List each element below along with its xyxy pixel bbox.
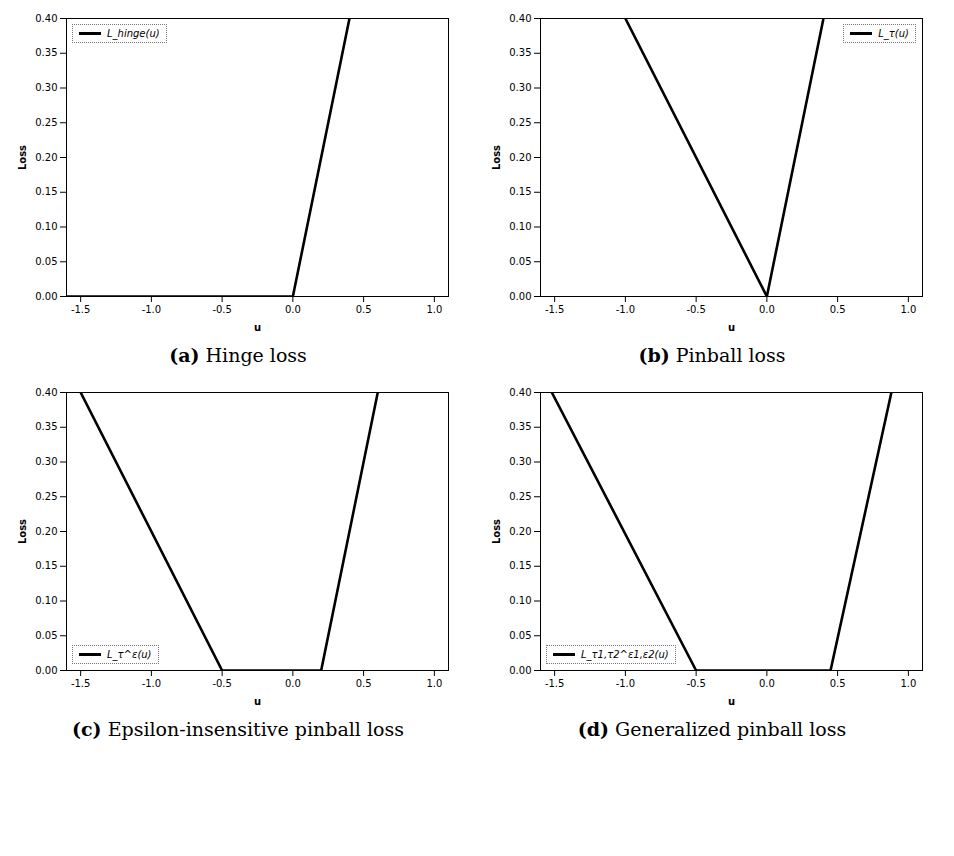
svg-text:-1.0: -1.0 [616, 678, 636, 689]
svg-text:0.0: 0.0 [759, 678, 775, 689]
svg-text:0.05: 0.05 [35, 256, 57, 267]
html-text:L_τ1,τ2^ε1,ε2(u): L_τ1,τ2^ε1,ε2(u) [581, 649, 669, 660]
svg-text:u: u [254, 322, 261, 333]
svg-text:0.15: 0.15 [509, 560, 531, 571]
html-text:L_hinge(u): L_hinge(u) [107, 28, 160, 39]
svg-text:u: u [728, 322, 735, 333]
svg-text:0.30: 0.30 [509, 456, 531, 467]
svg-text:0.5: 0.5 [356, 304, 372, 315]
svg-text:0.40: 0.40 [509, 387, 531, 398]
svg-text:-0.5: -0.5 [686, 678, 706, 689]
svg-text:0.10: 0.10 [509, 595, 531, 606]
svg-text:0.0: 0.0 [285, 678, 301, 689]
svg-text:0.10: 0.10 [35, 221, 57, 232]
svg-text:Loss: Loss [17, 145, 28, 170]
svg-text:Loss: Loss [491, 145, 502, 170]
svg-text:0.40: 0.40 [35, 13, 57, 24]
svg-text:0.5: 0.5 [356, 678, 372, 689]
svg-text:0.35: 0.35 [509, 47, 531, 58]
svg-text:0.20: 0.20 [35, 526, 57, 537]
svg-text:0.40: 0.40 [35, 387, 57, 398]
svg-text:-1.0: -1.0 [616, 304, 636, 315]
html-text:L_τ(u): L_τ(u) [878, 28, 909, 39]
svg-text:1.0: 1.0 [426, 304, 442, 315]
svg-text:0.30: 0.30 [509, 82, 531, 93]
svg-text:0.0: 0.0 [285, 304, 301, 315]
svg-text:0.05: 0.05 [509, 256, 531, 267]
svg-text:0.05: 0.05 [509, 630, 531, 641]
svg-text:-1.5: -1.5 [71, 304, 91, 315]
svg-text:0.10: 0.10 [35, 595, 57, 606]
svg-text:0.15: 0.15 [35, 560, 57, 571]
svg-text:0.25: 0.25 [509, 491, 531, 502]
svg-text:0.00: 0.00 [509, 665, 531, 676]
svg-text:Loss: Loss [491, 519, 502, 544]
svg-text:-0.5: -0.5 [212, 678, 232, 689]
svg-text:0.5: 0.5 [830, 678, 846, 689]
html-text:(b) Pinball loss: (b) Pinball loss [638, 344, 786, 366]
svg-text:0.20: 0.20 [509, 526, 531, 537]
svg-text:u: u [728, 696, 735, 707]
svg-text:0.40: 0.40 [509, 13, 531, 24]
svg-text:0.0: 0.0 [759, 304, 775, 315]
svg-text:0.30: 0.30 [35, 456, 57, 467]
svg-text:0.15: 0.15 [509, 186, 531, 197]
svg-text:1.0: 1.0 [426, 678, 442, 689]
svg-text:u: u [254, 696, 261, 707]
svg-text:0.00: 0.00 [35, 291, 57, 302]
svg-text:-0.5: -0.5 [212, 304, 232, 315]
svg-text:0.25: 0.25 [35, 117, 57, 128]
svg-text:-1.5: -1.5 [545, 304, 565, 315]
svg-text:0.30: 0.30 [35, 82, 57, 93]
svg-text:0.00: 0.00 [509, 291, 531, 302]
svg-text:-1.5: -1.5 [545, 678, 565, 689]
svg-text:0.5: 0.5 [830, 304, 846, 315]
svg-text:1.0: 1.0 [900, 304, 916, 315]
svg-text:0.25: 0.25 [35, 491, 57, 502]
svg-text:0.25: 0.25 [509, 117, 531, 128]
svg-text:0.15: 0.15 [35, 186, 57, 197]
svg-text:0.20: 0.20 [35, 152, 57, 163]
svg-text:0.00: 0.00 [35, 665, 57, 676]
svg-text:0.35: 0.35 [35, 47, 57, 58]
svg-text:0.20: 0.20 [509, 152, 531, 163]
svg-text:0.10: 0.10 [509, 221, 531, 232]
svg-text:0.35: 0.35 [509, 421, 531, 432]
svg-text:0.35: 0.35 [35, 421, 57, 432]
svg-text:-1.0: -1.0 [142, 304, 162, 315]
html-text:(d) Generalized pinball loss: (d) Generalized pinball loss [577, 718, 847, 740]
html-text:L_τ^ε(u): L_τ^ε(u) [107, 649, 152, 660]
svg-text:-1.5: -1.5 [71, 678, 91, 689]
html-text:(c) Epsilon-insensitive pinbal: (c) Epsilon-insensitive pinball loss [72, 718, 404, 740]
svg-text:-0.5: -0.5 [686, 304, 706, 315]
svg-text:0.05: 0.05 [35, 630, 57, 641]
html-text:(a) Hinge loss: (a) Hinge loss [169, 344, 307, 366]
svg-text:1.0: 1.0 [900, 678, 916, 689]
svg-text:Loss: Loss [17, 519, 28, 544]
svg-text:-1.0: -1.0 [142, 678, 162, 689]
